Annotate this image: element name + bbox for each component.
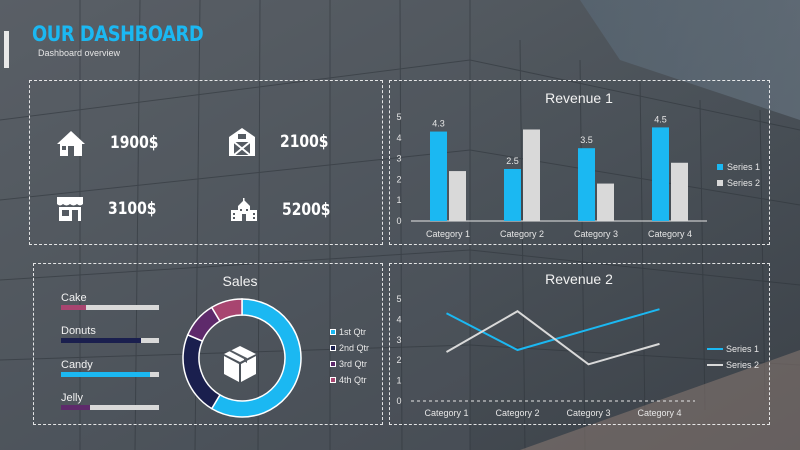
sales-bar-fill [61, 338, 142, 343]
bar [504, 169, 521, 221]
legend-label: Series 1 [727, 162, 760, 172]
legend-swatch [330, 361, 336, 367]
legend-item: 3rd Qtr [330, 359, 367, 369]
data-label: 2.5 [506, 156, 519, 166]
revenue2-chart: Revenue 2 0 1 2 3 4 5 Category 1 Category 2 Categ… [396, 271, 759, 418]
kpi-value: 2100$ [280, 132, 329, 152]
sales-donut-chart [182, 298, 302, 418]
revenue1-chart: Revenue 1 0 1 2 3 4 5 Category 1 4.3 Category 2 2.… [396, 90, 760, 239]
chart-title: Revenue 1 [545, 90, 613, 106]
kpi-item: 1900$ [56, 129, 169, 157]
y-tick-label: 1 [396, 195, 401, 205]
x-tick-label: Category 2 [500, 229, 544, 239]
y-tick-label: 4 [396, 133, 401, 143]
legend-label: 1st Qtr [339, 327, 367, 337]
kpi-item: 3100$ [56, 196, 167, 222]
y-tick-label: 4 [396, 314, 401, 324]
legend-label: 3rd Qtr [339, 359, 368, 369]
legend-item: 4th Qtr [330, 375, 367, 385]
store-icon [57, 197, 83, 221]
barn-icon [229, 128, 255, 156]
donut-slice [182, 333, 221, 410]
x-tick-label: Category 4 [637, 408, 681, 418]
house-icon [57, 131, 85, 156]
school-icon [231, 198, 257, 221]
kpi-panel [29, 80, 383, 245]
sales-bar-fill [61, 405, 91, 410]
y-tick-label: 3 [396, 335, 401, 345]
y-tick-label: 1 [396, 376, 401, 386]
legend-swatch [717, 164, 723, 170]
x-tick-label: Category 3 [566, 408, 610, 418]
sales-bar-label: Candy [61, 359, 93, 371]
sales-bar-track [61, 338, 159, 343]
sales-bar-label: Donuts [61, 325, 96, 337]
bar [597, 183, 614, 221]
sales-bar-fill [61, 372, 151, 377]
x-tick-label: Category 1 [424, 408, 468, 418]
series-line [446, 310, 660, 366]
donut-slice [210, 298, 243, 323]
box-icon [224, 346, 256, 382]
legend-label: Series 2 [726, 360, 759, 370]
x-tick-label: Category 3 [574, 229, 618, 239]
legend-label: 2nd Qtr [339, 343, 370, 353]
title-accent-bar [4, 31, 9, 68]
bar [652, 127, 669, 221]
revenue2-panel [389, 263, 770, 425]
legend-label: 4th Qtr [339, 375, 367, 385]
sales-bar-track [61, 305, 159, 310]
sales-bar-fill [61, 305, 86, 310]
y-tick-label: 0 [396, 396, 401, 406]
kpi-value: 1900$ [110, 133, 159, 153]
legend-swatch [330, 345, 336, 351]
series-line [446, 308, 660, 352]
y-tick-label: 0 [396, 216, 401, 226]
x-tick-label: Category 1 [426, 229, 470, 239]
x-tick-label: Category 2 [495, 408, 539, 418]
page-subtitle: Dashboard overview [38, 48, 121, 58]
legend-item: 1st Qtr [330, 327, 366, 337]
y-tick-label: 3 [396, 154, 401, 164]
data-label: 4.3 [432, 119, 445, 129]
bar [430, 131, 447, 221]
legend-swatch [330, 329, 336, 335]
sales-bar-track [61, 372, 159, 377]
sales-bar-label: Jelly [61, 392, 84, 404]
legend-swatch [330, 377, 336, 383]
bar [523, 129, 540, 221]
donut-slice [210, 298, 302, 418]
y-tick-label: 5 [396, 294, 401, 304]
legend-swatch [717, 180, 723, 186]
kpi-value: 5200$ [282, 200, 331, 220]
y-tick-label: 2 [396, 355, 401, 365]
kpi-value: 3100$ [108, 199, 157, 219]
data-label: 3.5 [580, 135, 593, 145]
kpi-item: 5200$ [230, 198, 341, 222]
sales-bar-track [61, 405, 159, 410]
bar [671, 162, 688, 221]
legend-label: Series 1 [726, 344, 759, 354]
kpi-item: 2100$ [228, 127, 339, 157]
legend-item: 2nd Qtr [330, 343, 369, 353]
y-tick-label: 2 [396, 174, 401, 184]
data-label: 4.5 [654, 114, 667, 124]
sales-bar-label: Cake [61, 292, 87, 304]
legend-label: Series 2 [727, 178, 760, 188]
sales-title: Sales [222, 273, 258, 289]
bar [578, 148, 595, 221]
page-title: OUR DASHBOARD [32, 22, 204, 46]
y-tick-label: 5 [396, 112, 401, 122]
x-tick-label: Category 4 [648, 229, 692, 239]
bar [449, 171, 466, 221]
sales-panel [33, 263, 383, 425]
chart-title: Revenue 2 [545, 271, 613, 287]
revenue1-panel [389, 80, 770, 245]
